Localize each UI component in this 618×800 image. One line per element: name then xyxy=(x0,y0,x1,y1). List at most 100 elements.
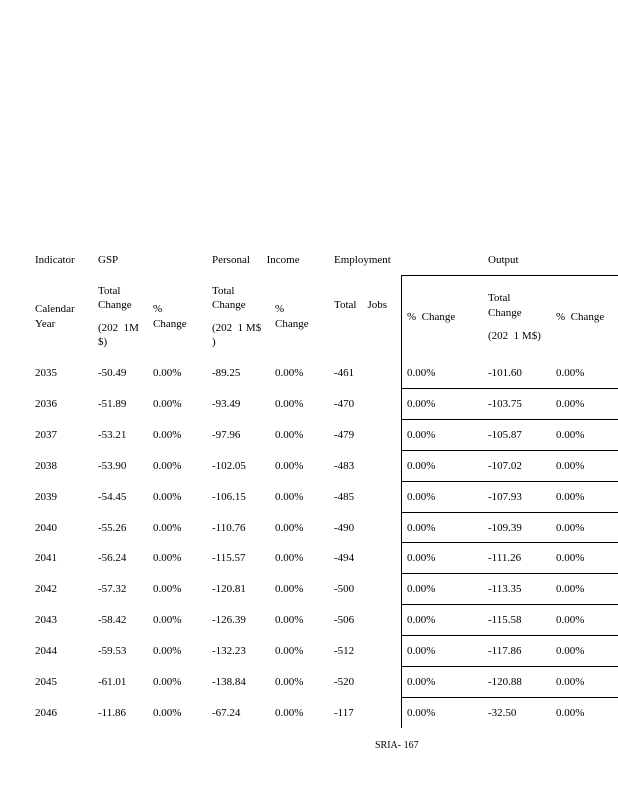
table-cell: -115.57 xyxy=(212,552,246,565)
table-cell: -483 xyxy=(334,459,355,472)
table-cell: 0.00% xyxy=(153,583,182,596)
subheader-cell: (202 1 M$ xyxy=(212,322,262,334)
table-cell: 2037 xyxy=(35,428,57,441)
table-cell: -57.32 xyxy=(98,583,127,596)
table-cell: 0.00% xyxy=(153,521,182,534)
subheader-cell: % xyxy=(153,303,163,315)
table-cell: 0.00% xyxy=(153,552,182,565)
table-cell: 0.00% xyxy=(556,459,585,472)
table-cell: -520 xyxy=(334,676,355,688)
table-cell: 0.00% xyxy=(153,706,182,719)
table-cell: 0.00% xyxy=(275,676,304,688)
subheader-cell: Change xyxy=(275,318,309,330)
table-cell: 0.00% xyxy=(407,397,436,410)
table-cell: -107.93 xyxy=(488,490,522,503)
table-cell: 2035 xyxy=(35,367,57,379)
rule xyxy=(401,697,618,698)
subheader-cell: Year xyxy=(35,318,56,330)
table-cell: -53.90 xyxy=(98,459,127,472)
rule xyxy=(401,512,618,513)
table-cell: 0.00% xyxy=(407,459,436,472)
table-cell: -56.24 xyxy=(98,552,127,565)
table-cell: -512 xyxy=(334,645,355,658)
table-cell: 2041 xyxy=(35,552,57,565)
table-cell: -93.49 xyxy=(212,397,241,410)
table-cell: -490 xyxy=(334,521,355,534)
table-cell: -107.02 xyxy=(488,459,522,472)
table-cell: 2045 xyxy=(35,676,57,688)
table-cell: -102.05 xyxy=(212,459,246,472)
table-cell: 0.00% xyxy=(556,428,585,441)
table-cell: 0.00% xyxy=(407,583,436,596)
table-cell: 0.00% xyxy=(556,583,585,596)
table-cell: 0.00% xyxy=(275,521,304,534)
table-cell: 0.00% xyxy=(153,397,182,410)
subheader-cell: (202 1M xyxy=(98,322,139,334)
table-cell: 2042 xyxy=(35,583,57,596)
subheader-cell: Total xyxy=(212,285,235,297)
table-cell: -32.50 xyxy=(488,706,517,719)
subheader-cell: Total Jobs xyxy=(334,299,388,311)
table-cell: 0.00% xyxy=(407,552,436,565)
page-footer: SRIA- 167 xyxy=(375,740,419,751)
subheader-cell: Calendar xyxy=(35,303,75,315)
table-cell: 0.00% xyxy=(556,552,585,565)
rule xyxy=(401,573,618,574)
table-cell: 2038 xyxy=(35,459,57,472)
table-cell: -67.24 xyxy=(212,706,241,719)
subheader-cell: Change xyxy=(153,318,187,330)
table-cell: 0.00% xyxy=(407,614,436,627)
table-cell: 0.00% xyxy=(407,645,436,658)
header-cell: GSP xyxy=(98,254,119,266)
table-cell: 0.00% xyxy=(275,706,304,719)
table-cell: -59.53 xyxy=(98,645,127,658)
table-cell: 0.00% xyxy=(556,614,585,627)
table-cell: 0.00% xyxy=(556,706,585,719)
subheader-cell: Change xyxy=(212,299,246,311)
table-cell: -97.96 xyxy=(212,428,241,441)
table-cell: 0.00% xyxy=(275,367,304,379)
table-cell: 0.00% xyxy=(275,397,304,410)
rule xyxy=(401,388,618,389)
table-cell: -105.87 xyxy=(488,428,522,441)
rule xyxy=(401,419,618,420)
subheader-cell: Change xyxy=(98,299,132,311)
table-cell: 0.00% xyxy=(556,521,585,534)
rule xyxy=(401,666,618,667)
subheader-cell: Total xyxy=(488,292,511,304)
table-cell: -50.49 xyxy=(98,367,127,379)
table-cell: -494 xyxy=(334,552,355,565)
table-cell: 0.00% xyxy=(407,490,436,503)
subheader-cell: % Change xyxy=(556,311,605,323)
table-cell: -113.35 xyxy=(488,583,522,596)
rule xyxy=(401,542,618,543)
table-cell: -110.76 xyxy=(212,521,246,534)
table-cell: 0.00% xyxy=(407,706,436,719)
table-cell: -117.86 xyxy=(488,645,522,658)
table-cell: 2043 xyxy=(35,614,57,627)
table-cell: -500 xyxy=(334,583,355,596)
header-cell: Indicator xyxy=(35,254,75,266)
table-cell: -55.26 xyxy=(98,521,127,534)
table-cell: 0.00% xyxy=(407,521,436,534)
table-cell: -120.88 xyxy=(488,676,522,688)
table-cell: -103.75 xyxy=(488,397,522,410)
table-cell: 0.00% xyxy=(153,614,182,627)
table-cell: -106.15 xyxy=(212,490,246,503)
table-cell: 2036 xyxy=(35,397,57,410)
table-cell: 2044 xyxy=(35,645,57,658)
table-cell: 0.00% xyxy=(275,583,304,596)
table-cell: -51.89 xyxy=(98,397,127,410)
table-cell: -101.60 xyxy=(488,367,522,379)
rule xyxy=(401,275,402,728)
header-cell: Personal Income xyxy=(212,254,300,266)
table-cell: -506 xyxy=(334,614,355,627)
table-cell: 0.00% xyxy=(153,367,182,379)
table-cell: 0.00% xyxy=(275,645,304,658)
table-cell: 0.00% xyxy=(153,428,182,441)
table-cell: 2039 xyxy=(35,490,57,503)
table-cell: -485 xyxy=(334,490,355,503)
table-cell: -11.86 xyxy=(98,706,127,719)
subheader-cell: % xyxy=(275,303,285,315)
